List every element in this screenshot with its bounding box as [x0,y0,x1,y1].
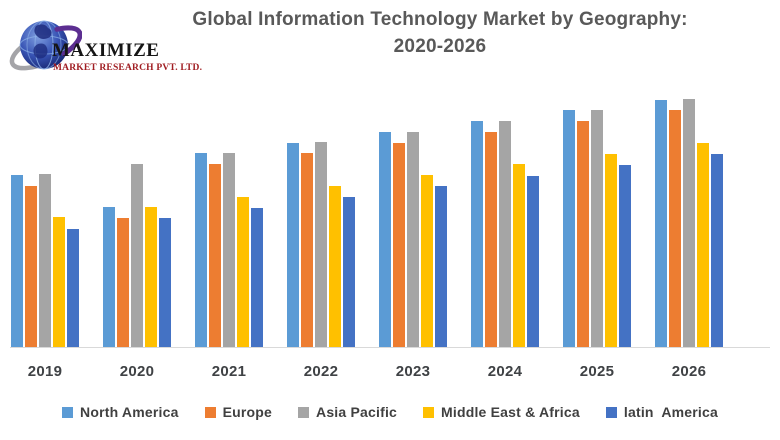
bar-europe [393,143,405,347]
legend-swatch [62,406,74,418]
chart-title-line2: 2020-2026 [393,36,487,57]
bar-groups: 2019 2020 2021 2022 2023 2024 2025 2026 [11,87,723,380]
legend-item-asia-pacific: Asia Pacific [298,404,397,420]
logo-subtitle: MARKET RESEARCH PVT. LTD. [53,63,203,73]
bar-middle-east-africa [605,154,617,347]
bar-group-2023: 2023 [379,87,447,380]
bar-north-america [655,100,667,347]
bar-middle-east-africa [53,217,65,347]
bar-latin-america [67,229,79,347]
bar-group-2021: 2021 [195,87,263,380]
bar-north-america [563,110,575,347]
legend-item-north-america: North America [62,404,179,420]
legend: North America Europe Asia Pacific Middle Ea… [0,404,780,420]
bar-middle-east-africa [145,207,157,347]
bar-latin-america [251,208,263,347]
bar-asia-pacific [131,164,143,347]
x-axis-label: 2022 [303,363,339,380]
bar-asia-pacific [223,153,235,347]
x-axis-label: 2026 [671,363,707,380]
legend-item-europe: Europe [204,404,273,420]
legend-swatch [298,406,310,418]
legend-swatch [423,406,435,418]
bar-north-america [195,153,207,347]
legend-label: North America [80,404,179,420]
bar-latin-america [159,218,171,347]
logo-name: MAXIMIZE [52,40,160,61]
legend-item-middle-east-africa: Middle East & Africa [423,404,580,420]
bar-asia-pacific [407,132,419,347]
logo: MAXIMIZE MARKET RESEARCH PVT. LTD. [8,4,208,88]
bar-middle-east-africa [329,186,341,347]
x-axis-label: 2021 [211,363,247,380]
bar-latin-america [435,186,447,347]
bar-group-2020: 2020 [103,87,171,380]
bar-europe [25,186,37,347]
bar-middle-east-africa [697,143,709,347]
bar-north-america [287,143,299,347]
bar-north-america [471,121,483,347]
bar-group-2026: 2026 [655,87,723,380]
x-axis-label: 2020 [119,363,155,380]
legend-label: latin America [623,404,718,420]
bar-latin-america [527,176,539,347]
bar-latin-america [343,197,355,347]
bar-north-america [379,132,391,347]
bar-group-2025: 2025 [563,87,631,380]
bar-europe [117,218,129,347]
bar-asia-pacific [591,110,603,347]
bar-europe [669,110,681,347]
bar-latin-america [711,154,723,347]
bar-europe [209,164,221,347]
bar-asia-pacific [683,99,695,347]
legend-swatch [605,406,617,418]
bar-asia-pacific [315,142,327,347]
legend-item-latin-america: latin America [605,404,718,420]
bar-asia-pacific [499,121,511,347]
bar-asia-pacific [39,174,51,347]
x-axis-label: 2024 [487,363,523,380]
bar-middle-east-africa [513,164,525,347]
bar-europe [301,153,313,347]
x-axis-label: 2025 [579,363,615,380]
plot-area: 2019 2020 2021 2022 2023 2024 2025 2026 [10,87,770,380]
bar-group-2024: 2024 [471,87,539,380]
bar-north-america [11,175,23,347]
bar-middle-east-africa [421,175,433,347]
x-axis-label: 2023 [395,363,431,380]
bar-middle-east-africa [237,197,249,347]
bar-group-2022: 2022 [287,87,355,380]
bar-north-america [103,207,115,347]
legend-label: Middle East & Africa [441,404,580,420]
bar-europe [577,121,589,347]
globe-swoosh-icon [9,20,82,71]
bar-europe [485,132,497,347]
chart-title-line1: Global Information Technology Market by … [192,9,688,30]
x-axis-label: 2019 [27,363,63,380]
chart-title: Global Information Technology Market by … [140,6,740,60]
bar-latin-america [619,165,631,347]
bar-group-2019: 2019 [11,87,79,380]
legend-label: Asia Pacific [316,404,398,420]
legend-swatch [204,406,216,418]
legend-label: Europe [222,404,273,420]
